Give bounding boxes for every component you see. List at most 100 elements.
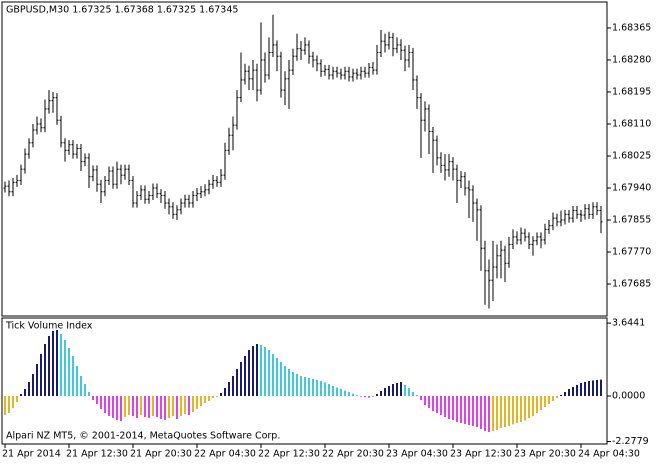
histogram-bar — [144, 396, 146, 417]
histogram-bar — [28, 382, 30, 396]
x-tick-label: 22 Apr 20:30 — [322, 449, 384, 460]
histogram-bar — [76, 366, 78, 396]
x-tick-label: 23 Apr 04:30 — [386, 449, 448, 460]
histogram-bar — [516, 396, 518, 423]
histogram-bar — [248, 350, 250, 396]
histogram-bar — [104, 396, 106, 413]
histogram-bar — [128, 396, 130, 415]
indicator-title: Tick Volume Index — [5, 321, 93, 332]
x-tick-label: 21 Apr 2014 — [2, 449, 61, 460]
y-tick-label: 1.68025 — [612, 150, 651, 161]
histogram-bar — [560, 395, 562, 396]
histogram-bar — [48, 336, 50, 396]
histogram-bar — [168, 396, 170, 418]
histogram-bar — [544, 396, 546, 407]
histogram-bar — [400, 382, 402, 396]
y-tick-label: 1.67770 — [612, 246, 651, 257]
histogram-bar — [308, 378, 310, 396]
histogram-bar — [472, 396, 474, 426]
histogram-bar — [552, 396, 554, 401]
histogram-bar — [216, 396, 218, 397]
histogram-bar — [268, 350, 270, 396]
histogram-bar — [536, 396, 538, 413]
histogram-bar — [88, 392, 90, 396]
histogram-bar — [204, 396, 206, 403]
histogram-bar — [164, 396, 166, 420]
histogram-bar — [348, 392, 350, 396]
histogram-bar — [80, 376, 82, 396]
histogram-bar — [172, 396, 174, 416]
histogram-bar — [112, 396, 114, 418]
histogram-bar — [444, 396, 446, 417]
histogram-bar — [108, 396, 110, 416]
histogram-bar — [8, 396, 10, 413]
y-tick-label: 0.0000 — [612, 391, 645, 402]
histogram-bar — [220, 393, 222, 396]
histogram-bar — [540, 396, 542, 410]
histogram-bar — [212, 396, 214, 398]
histogram-bar — [208, 396, 210, 401]
histogram-bar — [280, 362, 282, 396]
histogram-bar — [576, 385, 578, 396]
histogram-bar — [260, 345, 262, 396]
histogram-bar — [468, 396, 470, 425]
indicator-panel — [1, 317, 608, 445]
histogram-bar — [12, 396, 14, 408]
x-tick-label: 22 Apr 12:30 — [258, 449, 320, 460]
histogram-bar — [120, 396, 122, 421]
histogram-bar — [60, 334, 62, 396]
histogram-bar — [232, 376, 234, 396]
histogram-bar — [52, 331, 54, 396]
histogram-bar — [72, 356, 74, 396]
histogram-bar — [504, 396, 506, 427]
histogram-bar — [200, 396, 202, 406]
histogram-bar — [524, 396, 526, 421]
histogram-bar — [160, 396, 162, 419]
histogram-bar — [508, 396, 510, 426]
histogram-bar — [252, 346, 254, 396]
histogram-bar — [292, 372, 294, 396]
histogram-bar — [396, 383, 398, 396]
histogram-bar — [92, 396, 94, 400]
histogram-bar — [388, 386, 390, 396]
histogram-bar — [224, 388, 226, 396]
histogram-bar — [44, 344, 46, 396]
histogram-bar — [416, 395, 418, 396]
histogram-bar — [432, 396, 434, 411]
histogram-bar — [484, 396, 486, 431]
histogram-bar — [412, 392, 414, 396]
histogram-bar — [592, 380, 594, 396]
histogram-bar — [392, 384, 394, 396]
histogram-bar — [304, 377, 306, 396]
histogram-bar — [332, 386, 334, 396]
histogram-bar — [124, 396, 126, 417]
histogram-bar — [376, 394, 378, 396]
copyright: Alpari NZ MT5, © 2001-2014, MetaQuotes S… — [6, 431, 280, 442]
histogram-bar — [404, 385, 406, 396]
histogram-bar — [300, 376, 302, 396]
histogram-bar — [428, 396, 430, 408]
y-tick-label: 3.6441 — [612, 318, 645, 329]
y-tick-label: 1.67685 — [612, 278, 651, 289]
histogram-bar — [528, 396, 530, 418]
x-tick-label: 22 Apr 04:30 — [194, 449, 256, 460]
histogram-bar — [488, 396, 490, 432]
y-tick-label: -2.2779 — [612, 436, 649, 447]
histogram-bar — [584, 382, 586, 396]
histogram-bar — [132, 396, 134, 416]
y-tick-label: 1.68365 — [612, 22, 651, 33]
x-tick-label: 21 Apr 20:30 — [130, 449, 192, 460]
histogram-bar — [500, 396, 502, 428]
histogram-bar — [24, 389, 26, 396]
histogram-bar — [320, 381, 322, 396]
histogram-bar — [364, 396, 366, 398]
histogram-bar — [228, 382, 230, 396]
x-tick-label: 23 Apr 12:30 — [450, 449, 512, 460]
histogram-bar — [420, 396, 422, 400]
histogram-bar — [548, 396, 550, 404]
histogram-bar — [152, 396, 154, 416]
histogram-bar — [36, 364, 38, 396]
histogram-bar — [240, 362, 242, 396]
histogram-bar — [276, 358, 278, 396]
